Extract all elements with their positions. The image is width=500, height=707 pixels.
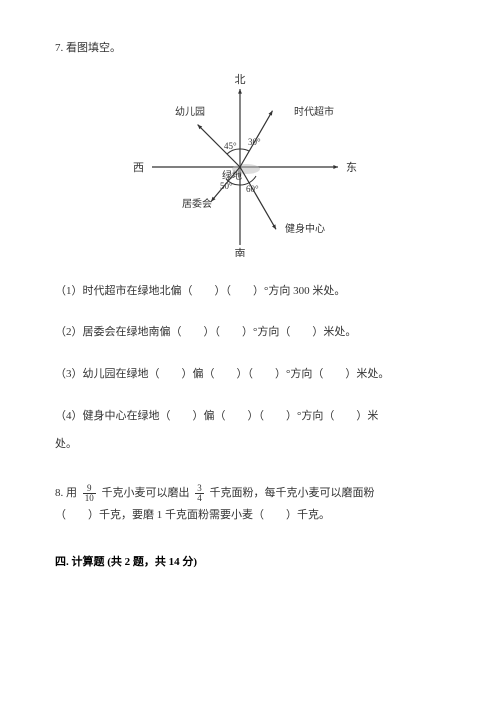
- svg-text:南: 南: [235, 247, 246, 257]
- q8-line2: （ ）千克，要磨 1 千克面粉需要小麦（ ）千克。: [55, 509, 330, 521]
- q7-item-1: （1）时代超市在绿地北偏（ ）（ ）°方向 300 米处。: [55, 282, 445, 302]
- svg-text:东: 东: [346, 161, 357, 174]
- q8-frac2: 3 4: [195, 484, 204, 503]
- svg-text:健身中心: 健身中心: [285, 222, 325, 235]
- q8-frac1: 9 10: [83, 484, 96, 503]
- q7-diagram: 北南东西绿地时代超市30°幼儿园45°居委会50°健身中心60°: [55, 67, 445, 257]
- svg-text:45°: 45°: [224, 141, 237, 151]
- q7-item-4: （4）健身中心在绿地（ ）偏（ ）（ ）°方向（ ）米: [55, 407, 445, 427]
- section4-title: 四. 计算题 (共 2 题，共 14 分): [55, 554, 445, 571]
- svg-text:西: 西: [133, 162, 144, 174]
- svg-text:30°: 30°: [248, 137, 261, 147]
- q8-text: 8. 用 9 10 千克小麦可以磨出 3 4 千克面粉，每千克小麦可以磨面粉 （…: [55, 482, 445, 526]
- q8-frac2-den: 4: [195, 494, 204, 503]
- q8-mid1: 千克小麦可以磨出: [102, 487, 190, 499]
- q8-mid2: 千克面粉，每千克小麦可以磨面粉: [210, 487, 375, 499]
- q8-frac1-den: 10: [83, 494, 96, 503]
- svg-text:时代超市: 时代超市: [294, 105, 334, 118]
- svg-text:幼儿园: 幼儿园: [175, 105, 205, 118]
- svg-text:北: 北: [235, 73, 246, 86]
- q7-item-4b: 处。: [55, 435, 445, 455]
- svg-text:50°: 50°: [220, 181, 233, 191]
- svg-text:60°: 60°: [246, 184, 259, 194]
- q7-title: 7. 看图填空。: [55, 40, 445, 57]
- svg-text:居委会: 居委会: [182, 197, 212, 210]
- q8-prefix: 8. 用: [55, 487, 77, 499]
- q7-item-3: （3）幼儿园在绿地（ ）偏（ ）（ ）°方向（ ）米处。: [55, 365, 445, 385]
- q7-item-2: （2）居委会在绿地南偏（ ）（ ）°方向（ ）米处。: [55, 323, 445, 343]
